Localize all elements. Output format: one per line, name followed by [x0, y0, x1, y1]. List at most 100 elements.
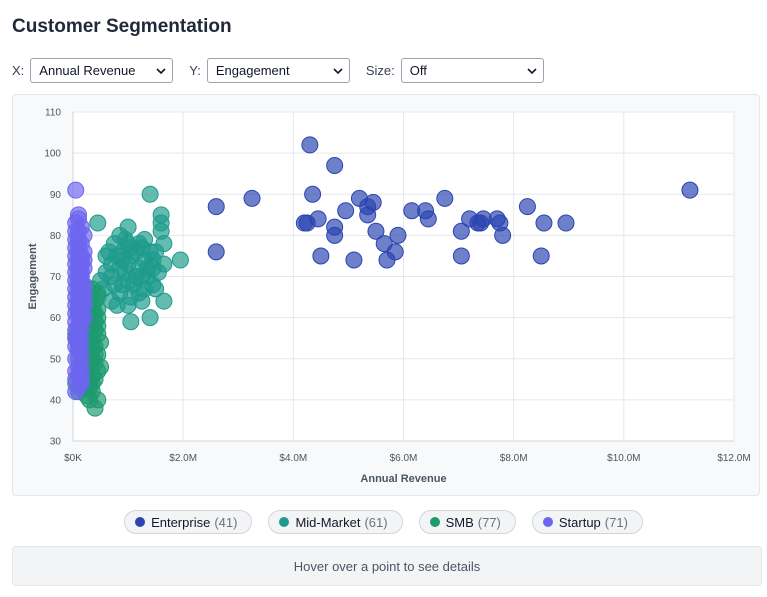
x-tick-label: $12.0M: [717, 453, 750, 464]
y-axis-select[interactable]: Engagement: [206, 58, 350, 83]
legend-count: (71): [604, 514, 628, 530]
x-tick-label: $0K: [64, 453, 82, 464]
enterprise-point[interactable]: [532, 247, 550, 265]
enterprise-point[interactable]: [309, 210, 327, 228]
y-axis-title: Engagement: [27, 243, 39, 309]
mid-market-point[interactable]: [141, 309, 159, 327]
mid-market-point[interactable]: [147, 243, 165, 261]
x-tick-label: $6.0M: [390, 453, 418, 464]
mid-market-point[interactable]: [141, 185, 159, 203]
mid-market-point[interactable]: [122, 313, 140, 331]
x-tick-label: $2.0M: [169, 453, 197, 464]
chevron-down-icon: [156, 68, 166, 75]
smb-dot-icon: [429, 517, 440, 527]
y-tick-label: 50: [50, 354, 62, 365]
enterprise-point[interactable]: [378, 251, 396, 269]
scatter-chart: $0K $2.0M $4.0M $6.0M $8.0M $10.0M $12.0M 30 40 5…: [27, 108, 751, 486]
legend: Enterprise (41) Mid-Market (61) SMB (77)…: [0, 510, 767, 534]
details-panel: Hover over a point to see details: [12, 546, 762, 586]
startup-point[interactable]: [67, 181, 85, 199]
mid-market-point[interactable]: [138, 259, 156, 277]
enterprise-point[interactable]: [345, 251, 363, 269]
enterprise-point[interactable]: [557, 214, 575, 232]
mid-market-point[interactable]: [147, 280, 165, 298]
enterprise-point[interactable]: [367, 222, 385, 240]
enterprise-point[interactable]: [359, 206, 377, 224]
mid-market-point[interactable]: [171, 251, 189, 269]
enterprise-point[interactable]: [452, 222, 470, 240]
enterprise-point[interactable]: [304, 185, 322, 203]
startup-dot-icon: [542, 517, 553, 527]
legend-item-enterprise[interactable]: Enterprise (41): [124, 510, 253, 534]
legend-label: Mid-Market: [295, 514, 361, 530]
x-axis-label: X:: [12, 63, 25, 78]
enterprise-point[interactable]: [452, 247, 470, 265]
page-title: Customer Segmentation: [12, 16, 232, 37]
startup-point[interactable]: [70, 329, 88, 347]
mid-market-point[interactable]: [89, 214, 107, 232]
mid-market-point[interactable]: [119, 296, 137, 314]
startup-point[interactable]: [72, 313, 90, 331]
legend-item-smb[interactable]: SMB (77): [418, 510, 516, 534]
mid-market-point[interactable]: [114, 243, 132, 261]
y-tick-label: 30: [50, 437, 62, 448]
enterprise-point[interactable]: [207, 198, 225, 216]
chevron-down-icon: [527, 68, 537, 75]
enterprise-point[interactable]: [312, 247, 330, 265]
startup-point[interactable]: [70, 296, 88, 314]
legend-label: Startup: [558, 514, 601, 530]
size-select[interactable]: Off: [400, 58, 544, 83]
enterprise-point[interactable]: [419, 210, 437, 228]
chevron-down-icon: [333, 68, 343, 75]
legend-item-startup[interactable]: Startup (71): [531, 510, 643, 534]
legend-label: Enterprise: [151, 514, 211, 530]
y-tick-label: 100: [44, 149, 61, 160]
enterprise-point[interactable]: [436, 189, 454, 207]
y-tick-label: 40: [50, 395, 62, 406]
legend-item-mid-market[interactable]: Mid-Market (61): [268, 510, 403, 534]
x-axis-title: Annual Revenue: [360, 473, 446, 485]
enterprise-point[interactable]: [243, 189, 261, 207]
legend-count: (41): [214, 514, 238, 530]
enterprise-point[interactable]: [337, 202, 355, 220]
x-axis-select-value: Annual Revenue: [39, 63, 136, 78]
enterprise-point[interactable]: [207, 243, 225, 261]
startup-point[interactable]: [67, 222, 85, 240]
enterprise-point[interactable]: [389, 226, 407, 244]
smb-point[interactable]: [89, 317, 107, 335]
enterprise-point[interactable]: [326, 156, 344, 174]
size-label: Size:: [365, 63, 395, 78]
enterprise-point[interactable]: [494, 226, 512, 244]
axis-controls: X: Annual Revenue Y: Engagement Size: Of…: [12, 57, 544, 84]
smb-point[interactable]: [89, 391, 107, 409]
startup-point[interactable]: [75, 251, 93, 269]
x-tick-label: $10.0M: [607, 453, 640, 464]
enterprise-point[interactable]: [472, 214, 490, 232]
enterprise-dot-icon: [135, 517, 146, 527]
y-tick-label: 80: [50, 231, 62, 242]
y-tick-label: 110: [45, 108, 61, 119]
y-tick-label: 60: [50, 313, 62, 324]
y-tick-label: 90: [50, 190, 62, 201]
enterprise-point[interactable]: [301, 136, 319, 154]
enterprise-point[interactable]: [681, 181, 699, 199]
size-select-value: Off: [409, 63, 427, 78]
y-axis-select-value: Engagement: [215, 63, 290, 78]
x-tick-label: $4.0M: [279, 453, 307, 464]
enterprise-point[interactable]: [518, 198, 536, 216]
legend-count: (61): [364, 514, 388, 530]
mid-market-point[interactable]: [155, 292, 173, 310]
x-axis-select[interactable]: Annual Revenue: [30, 58, 174, 83]
x-tick-label: $8.0M: [500, 453, 528, 464]
y-tick-label: 70: [50, 272, 62, 283]
legend-label: SMB: [445, 514, 474, 530]
mid-market-point[interactable]: [114, 276, 132, 294]
y-axis-label: Y:: [189, 63, 201, 78]
enterprise-point[interactable]: [535, 214, 553, 232]
startup-point[interactable]: [72, 362, 90, 380]
mid-market-point[interactable]: [97, 247, 115, 265]
mid-market-dot-icon: [279, 517, 290, 527]
enterprise-point[interactable]: [326, 226, 344, 244]
mid-market-point[interactable]: [130, 284, 148, 302]
